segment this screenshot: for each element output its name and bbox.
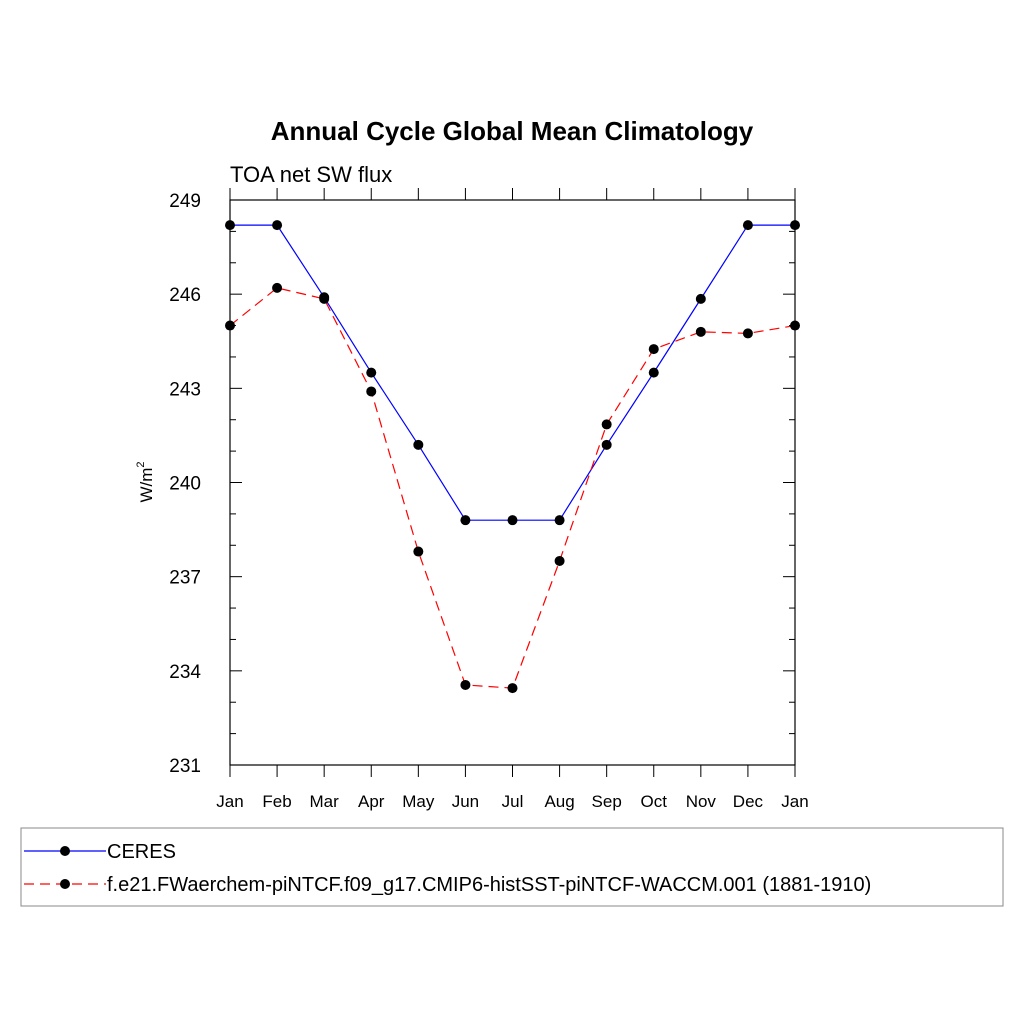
legend: CERES f.e21.FWaerchem-piNTCF.f09_g17.CMI… (20, 827, 1004, 907)
legend-label-ceres: CERES (107, 841, 176, 863)
series-point-0 (460, 515, 471, 526)
x-tick-label: Jan (216, 792, 243, 811)
y-tick-label: 249 (169, 191, 201, 212)
x-axis: Jan Feb Mar Apr May Jun Jul Aug Sep Oct Nov Dec Jan (216, 188, 809, 811)
x-tick-label: Nov (686, 792, 717, 811)
x-tick-label: Apr (358, 792, 385, 811)
series-line-0 (230, 224, 795, 521)
series-point-0 (272, 220, 283, 231)
series-point-0 (225, 220, 235, 231)
series-point-1 (225, 320, 235, 331)
x-tick-label: Dec (733, 792, 764, 811)
x-tick-label: Jun (452, 792, 479, 811)
series-point-1 (601, 419, 612, 430)
series-point-0 (554, 515, 565, 526)
x-tick-label: Jan (781, 792, 808, 811)
chart-subtitle: TOA net SW flux (230, 162, 392, 187)
y-tick-label: 240 (169, 474, 201, 495)
series-line-1 (229, 287, 796, 689)
series-point-1 (272, 282, 283, 293)
x-tick-label: May (402, 792, 435, 811)
series-point-0 (601, 439, 612, 450)
y-tick-label: 231 (169, 756, 201, 777)
x-tick-label: Mar (310, 792, 340, 811)
y-axis: 231 234 237 240 243 246 249 (169, 191, 795, 777)
series-point-0 (790, 220, 800, 231)
x-tick-label: Jul (502, 792, 524, 811)
series-point-1 (742, 328, 753, 339)
legend-marker-ceres (60, 846, 70, 856)
series-point-0 (648, 367, 659, 378)
y-axis-label-superscript: 2 (135, 461, 147, 467)
series-point-0 (742, 220, 753, 231)
y-tick-label: 246 (169, 285, 201, 306)
x-tick-label: Oct (641, 792, 668, 811)
series-point-1 (319, 293, 330, 304)
series-point-1 (790, 320, 800, 331)
series-point-1 (460, 679, 471, 690)
legend-label-model: f.e21.FWaerchem-piNTCF.f09_g17.CMIP6-his… (107, 874, 871, 896)
legend-box (20, 827, 1004, 907)
series-point-1 (507, 683, 518, 694)
series-point-1 (648, 344, 659, 355)
legend-marker-model (60, 879, 70, 889)
y-tick-label: 237 (169, 568, 201, 589)
y-axis-label: W/m2 (135, 461, 156, 502)
x-tick-label: Sep (592, 792, 622, 811)
series-point-0 (366, 367, 377, 378)
series-point-0 (507, 515, 518, 526)
series-point-1 (554, 555, 565, 566)
y-tick-label: 234 (169, 662, 201, 683)
series-point-0 (695, 293, 706, 304)
series-point-1 (413, 546, 424, 557)
series-point-1 (366, 386, 377, 397)
series-layer (225, 220, 800, 694)
chart-title: Annual Cycle Global Mean Climatology (271, 116, 754, 146)
y-tick-label: 243 (169, 379, 201, 400)
y-axis-label-text: W/m (137, 468, 156, 503)
series-point-1 (695, 326, 706, 337)
x-tick-label: Feb (262, 792, 291, 811)
series-point-0 (413, 439, 424, 450)
x-tick-label: Aug (544, 792, 574, 811)
svg-text:W/m2: W/m2 (135, 461, 156, 502)
